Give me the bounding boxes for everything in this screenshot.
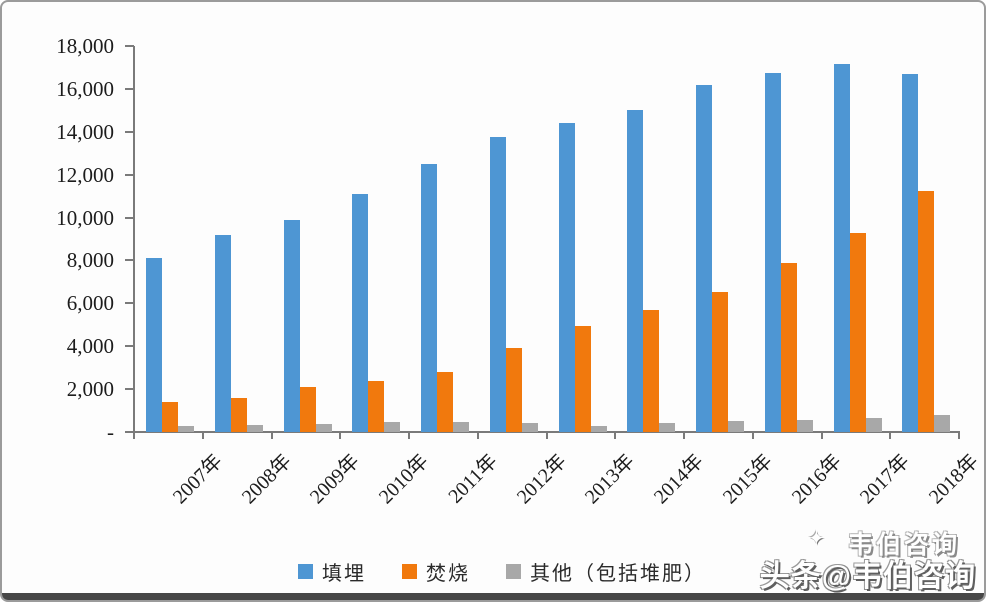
bar-填埋-2018年 — [902, 73, 919, 432]
y-axis-label: 4,000 — [66, 334, 114, 359]
bar-填埋-2017年 — [833, 64, 850, 432]
bar-焚烧-2017年 — [849, 232, 866, 432]
legend: 填埋 焚烧 其他（包括堆肥） — [122, 557, 882, 586]
y-tick — [125, 302, 134, 305]
bar-其他（包括堆肥）-2007年 — [178, 425, 194, 432]
bar-焚烧-2018年 — [918, 190, 935, 432]
y-axis-label: 10,000 — [56, 205, 114, 230]
bar-其他（包括堆肥）-2010年 — [384, 422, 401, 432]
legend-item: 焚烧 — [402, 557, 470, 586]
bar-其他（包括堆肥）-2012年 — [521, 423, 538, 432]
watermark-overlay-text: 韦伯咨询 — [847, 531, 960, 559]
legend-label: 其他（包括堆肥） — [530, 563, 706, 585]
bar-填埋-2010年 — [352, 193, 369, 432]
bar-其他（包括堆肥）-2016年 — [796, 419, 813, 432]
y-axis-label: 18,000 — [56, 34, 114, 58]
bar-填埋-2016年 — [764, 72, 781, 432]
y-tick — [125, 216, 134, 219]
bar-焚烧-2016年 — [780, 262, 797, 432]
x-tick — [820, 432, 823, 439]
bar-填埋-2012年 — [489, 137, 506, 432]
legend-label: 填埋 — [322, 563, 366, 585]
x-tick — [683, 432, 685, 439]
legend-item: 填埋 — [298, 557, 366, 586]
legend-item: 其他（包括堆肥） — [506, 557, 706, 586]
y-axis-label: 6,000 — [66, 291, 114, 316]
bar-填埋-2008年 — [214, 234, 231, 432]
y-tick — [125, 345, 134, 348]
x-tick — [476, 432, 479, 439]
y-tick — [125, 173, 134, 176]
bar-焚烧-2012年 — [505, 348, 522, 432]
bar-其他（包括堆肥）-2015年 — [728, 421, 744, 432]
bar-焚烧-2008年 — [230, 397, 247, 432]
x-tick — [751, 432, 754, 439]
legend-swatch-icon — [402, 564, 417, 579]
x-tick — [408, 432, 410, 439]
bar-焚烧-2009年 — [299, 386, 316, 432]
x-tick — [339, 432, 342, 439]
sparkle-icon: ✦ — [808, 528, 825, 550]
bar-焚烧-2013年 — [574, 325, 591, 432]
x-tick — [201, 432, 204, 439]
bar-填埋-2015年 — [696, 84, 712, 432]
x-tick — [614, 432, 617, 439]
bar-其他（包括堆肥）-2014年 — [659, 422, 676, 432]
x-tick — [958, 432, 960, 439]
watermark-main-text: 头条@韦伯咨询 — [759, 560, 976, 593]
y-axis-label: 8,000 — [66, 248, 114, 273]
y-axis-label: 2,000 — [66, 377, 114, 402]
legend-label: 焚烧 — [426, 563, 470, 585]
bar-焚烧-2011年 — [437, 371, 453, 432]
x-tick — [545, 432, 548, 439]
y-tick — [125, 431, 134, 433]
bottom-strip — [2, 593, 984, 600]
y-tick — [125, 87, 134, 90]
bar-焚烧-2014年 — [643, 309, 660, 432]
bar-填埋-2009年 — [283, 219, 300, 432]
bar-填埋-2011年 — [421, 163, 437, 432]
bar-填埋-2007年 — [146, 258, 162, 432]
y-axis-line — [133, 46, 135, 433]
bar-其他（包括堆肥）-2011年 — [453, 422, 469, 432]
bar-其他（包括堆肥）-2008年 — [246, 425, 263, 432]
bar-焚烧-2007年 — [162, 401, 178, 432]
y-tick — [125, 388, 134, 391]
legend-swatch-icon — [298, 564, 313, 579]
y-axis-label: 16,000 — [56, 76, 114, 101]
y-axis-label: 12,000 — [56, 162, 114, 187]
x-tick — [889, 432, 892, 439]
y-axis-label: 14,000 — [56, 119, 114, 144]
y-tick — [125, 130, 134, 133]
bar-焚烧-2010年 — [368, 380, 385, 432]
y-tick — [125, 259, 134, 262]
legend-swatch-icon — [506, 564, 521, 579]
y-axis-label: - — [107, 420, 114, 444]
x-tick — [133, 432, 135, 439]
bar-其他（包括堆肥）-2018年 — [934, 414, 951, 432]
y-tick — [125, 45, 134, 47]
bar-填埋-2013年 — [558, 123, 575, 432]
bar-其他（包括堆肥）-2013年 — [590, 425, 607, 432]
bar-填埋-2014年 — [627, 110, 644, 432]
x-tick — [270, 432, 273, 439]
bar-其他（包括堆肥）-2017年 — [865, 417, 882, 432]
bar-焚烧-2015年 — [712, 291, 728, 432]
bar-其他（包括堆肥）-2009年 — [315, 424, 332, 432]
